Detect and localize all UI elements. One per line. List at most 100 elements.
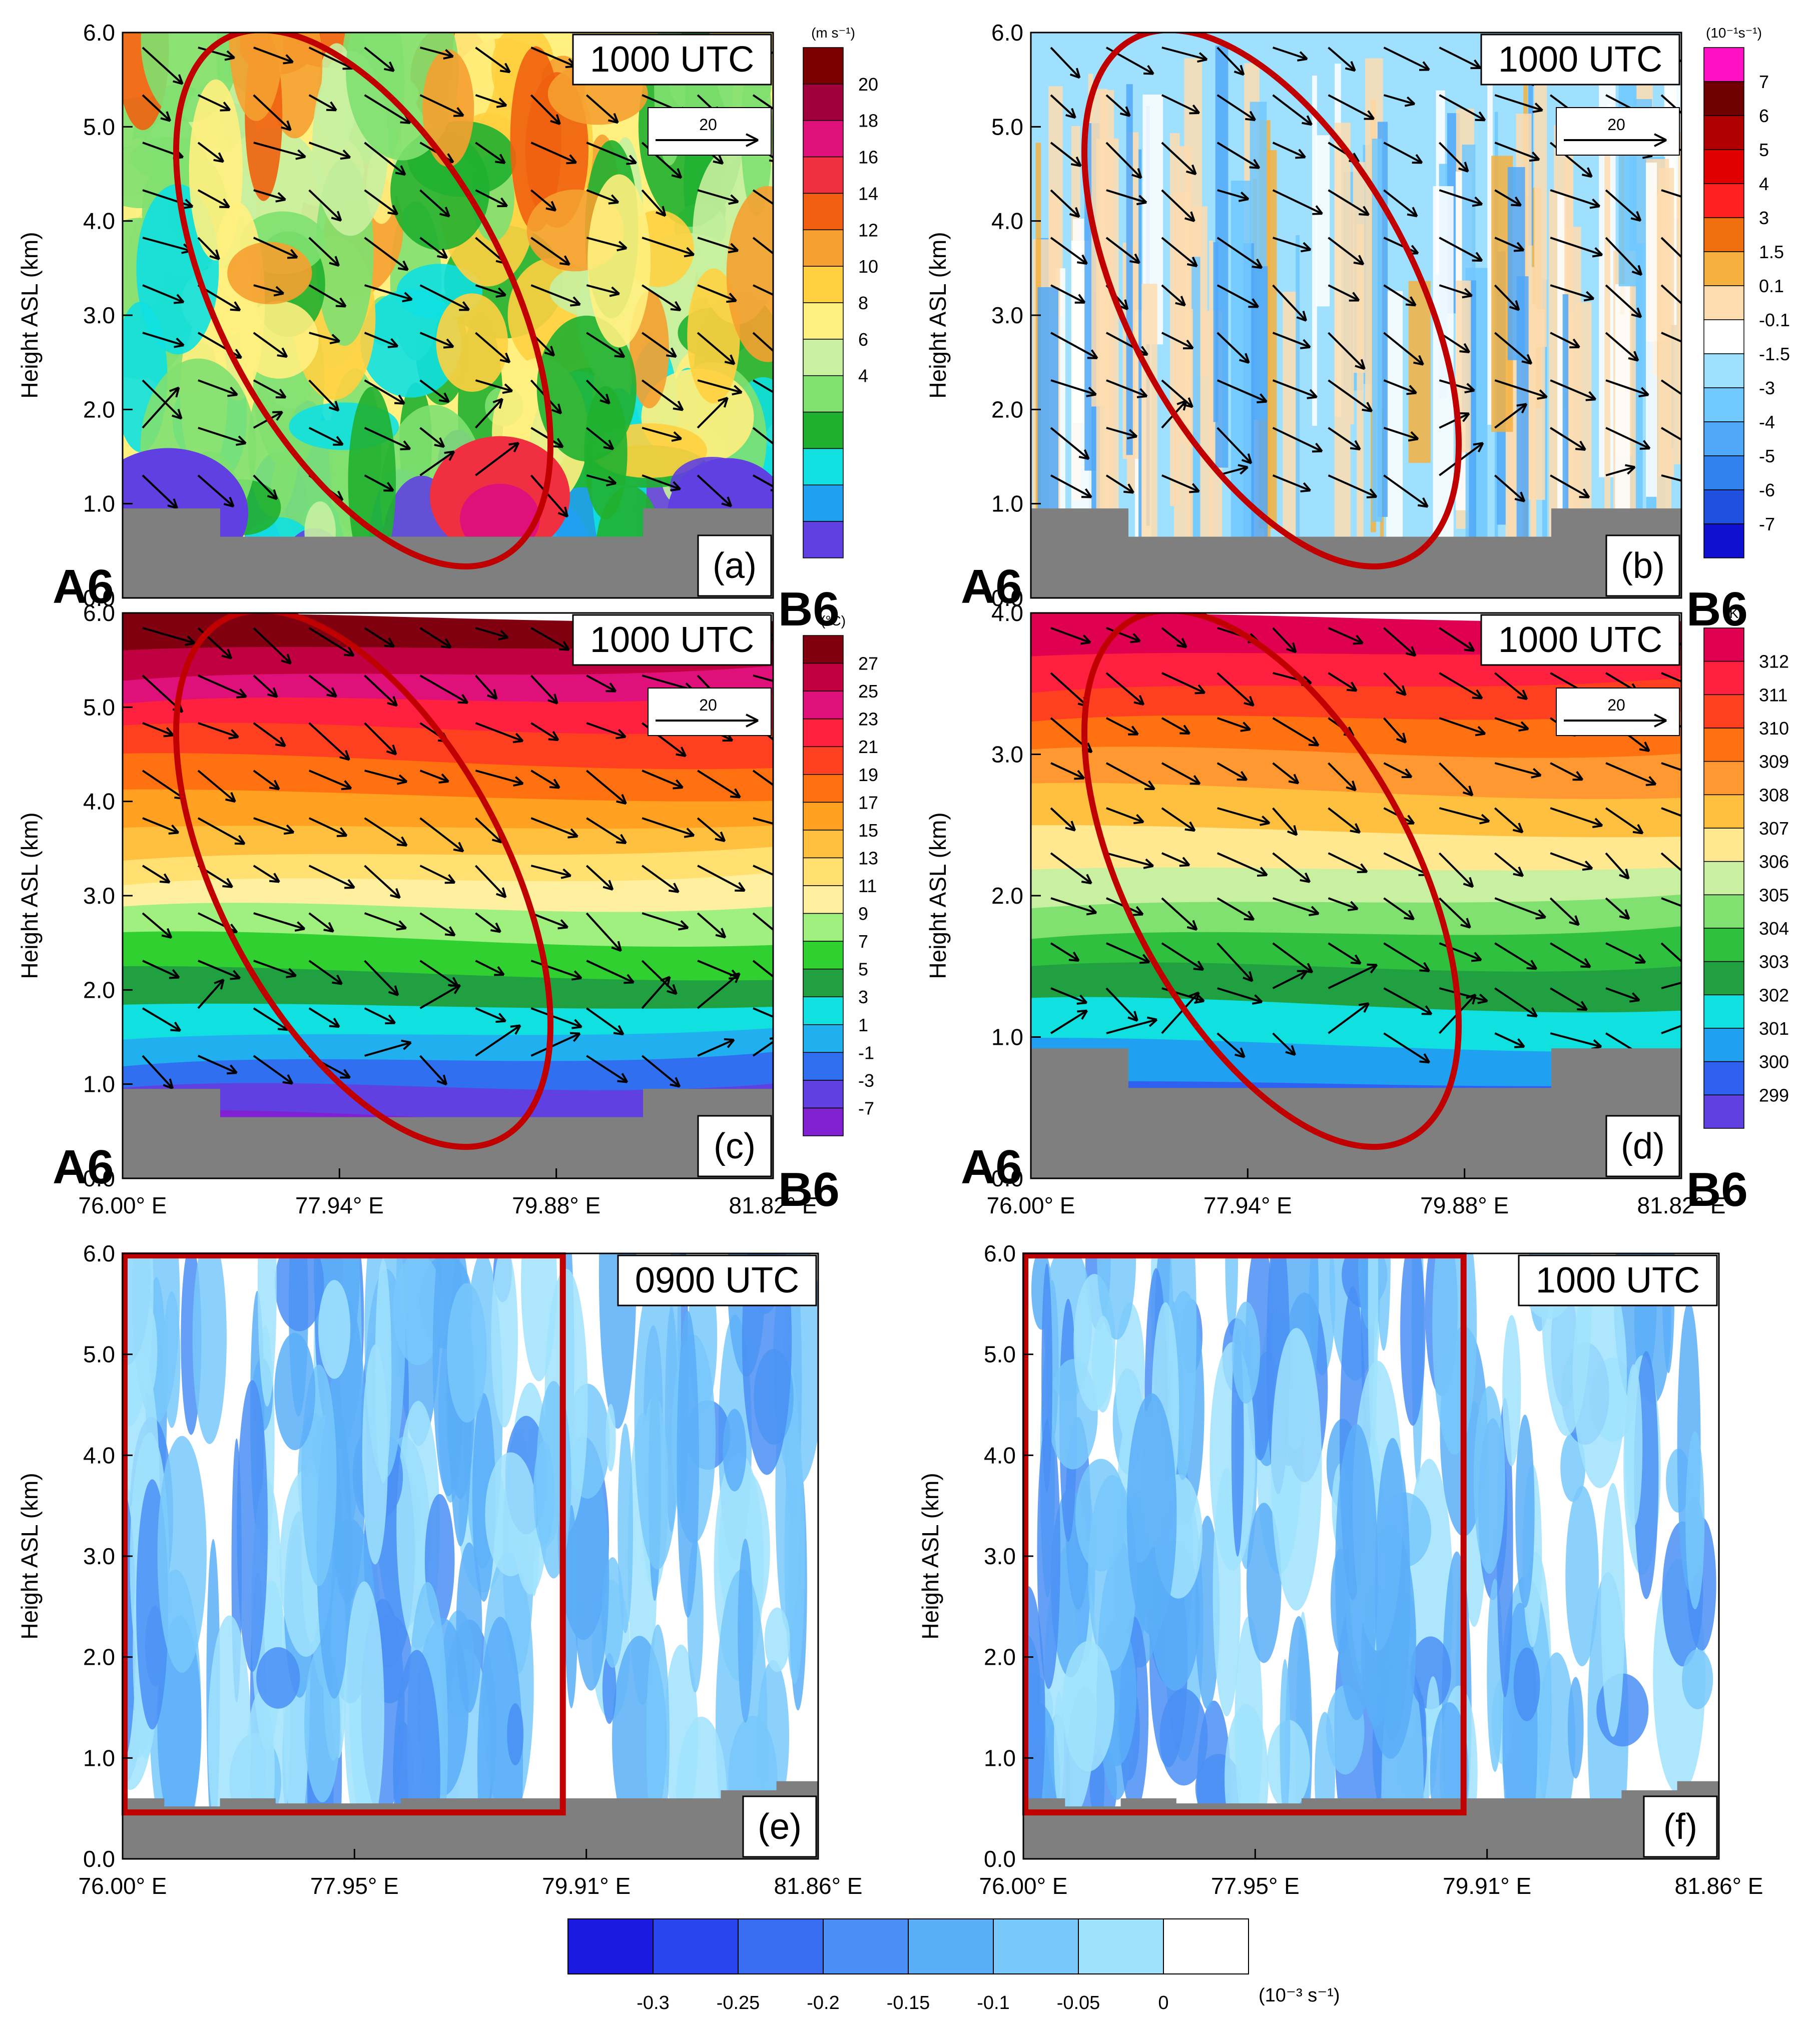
colorbar-swatch bbox=[1163, 1918, 1249, 1974]
wind-vector bbox=[1217, 1032, 1246, 1058]
wind-vector bbox=[530, 865, 571, 877]
wind-vector bbox=[1161, 942, 1204, 971]
panel-label: (a) bbox=[713, 546, 757, 586]
wind-vector bbox=[174, 337, 185, 348]
wind-vector bbox=[475, 142, 506, 164]
wind-vector bbox=[475, 379, 513, 392]
wind-vector bbox=[569, 1032, 581, 1042]
colorbar-label: -4 bbox=[1759, 412, 1775, 432]
field-band bbox=[1549, 191, 1556, 598]
wind-vector bbox=[419, 960, 459, 987]
wind-vector bbox=[585, 865, 614, 891]
field-band bbox=[1368, 1253, 1378, 1451]
wind-vector bbox=[475, 94, 507, 107]
wind-vector bbox=[419, 379, 450, 403]
wind-vector bbox=[1605, 332, 1639, 362]
colorbar-label: 4 bbox=[858, 366, 868, 386]
wind-vector bbox=[1661, 332, 1681, 343]
wind-vector bbox=[294, 921, 306, 932]
wind-vector bbox=[559, 255, 570, 266]
wind-vector bbox=[586, 722, 626, 738]
wind-vector bbox=[608, 113, 619, 124]
wind-vector bbox=[1161, 189, 1195, 222]
wind-vector bbox=[387, 696, 398, 707]
wind-vector bbox=[586, 474, 617, 484]
field-band bbox=[1560, 1432, 1586, 1502]
wind-vector bbox=[1439, 284, 1473, 297]
x-tick-label: 77.94° E bbox=[1203, 1192, 1292, 1218]
wind-vector bbox=[197, 770, 236, 803]
wind-vector bbox=[277, 347, 288, 358]
wind-vector bbox=[752, 189, 773, 205]
wind-vector bbox=[567, 828, 578, 839]
wind-vector bbox=[1383, 987, 1432, 1015]
wind-vector bbox=[1328, 964, 1378, 989]
wind-vector bbox=[1660, 427, 1681, 441]
colorbar-swatch bbox=[1703, 387, 1744, 422]
colorbar-label: 305 bbox=[1759, 885, 1789, 905]
y-tick-label: 3.0 bbox=[991, 302, 1023, 328]
wind-vector bbox=[169, 969, 180, 979]
wind-vector bbox=[1050, 94, 1076, 119]
wind-vector bbox=[779, 744, 789, 753]
wind-vector bbox=[364, 189, 398, 215]
wind-vector bbox=[336, 827, 348, 837]
wind-vector bbox=[557, 506, 569, 518]
wind-vector bbox=[642, 379, 684, 411]
colorbar-label: 308 bbox=[1759, 785, 1789, 805]
wind-vector bbox=[227, 1064, 238, 1075]
wind-vector bbox=[1143, 858, 1154, 869]
field-band bbox=[1569, 313, 1574, 598]
wind-vector bbox=[281, 120, 292, 132]
wind-vector bbox=[419, 912, 456, 937]
wind-vector bbox=[1494, 403, 1527, 429]
wind-vector bbox=[487, 689, 498, 700]
wind-vector bbox=[608, 194, 620, 205]
wind-vector bbox=[697, 770, 741, 799]
colorbar-label: 306 bbox=[1759, 852, 1789, 872]
wind-vector bbox=[475, 912, 501, 933]
wind-vector bbox=[1328, 189, 1370, 216]
terrain bbox=[1031, 508, 1681, 598]
colorbar-label: 13 bbox=[858, 848, 878, 868]
wind-vector bbox=[419, 332, 454, 348]
colorbar-swatch bbox=[1703, 523, 1744, 558]
panel-label-box bbox=[697, 534, 772, 597]
wind-vector bbox=[364, 474, 394, 492]
wind-vector bbox=[1050, 284, 1085, 304]
wind-vector bbox=[642, 284, 681, 311]
wind-vector bbox=[197, 474, 235, 507]
panel-e: 6.0 5.0 4.0 3.0 2.0 1.0 0.0 Height ASL (km) 76.0… bbox=[17, 1240, 862, 1899]
wind-vector bbox=[364, 142, 406, 176]
wind-vector bbox=[1050, 762, 1085, 780]
x-tick-label: 76.00° E bbox=[979, 1873, 1068, 1899]
wind-vector bbox=[1413, 355, 1424, 366]
wind-vector bbox=[1235, 1047, 1246, 1058]
wind-vector bbox=[493, 966, 505, 976]
wind-vector bbox=[1550, 762, 1583, 781]
wind-vector bbox=[1581, 167, 1593, 178]
colorbar-label: 312 bbox=[1759, 651, 1789, 672]
wind-vector bbox=[1050, 942, 1079, 962]
wind-vector bbox=[1383, 47, 1430, 71]
wind-vector bbox=[724, 354, 736, 365]
wind-vector bbox=[530, 912, 568, 929]
wind-vector bbox=[697, 972, 741, 1009]
colorbar-swatch bbox=[1703, 421, 1744, 456]
wind-vector bbox=[1146, 1016, 1158, 1027]
wind-vector bbox=[1494, 237, 1524, 252]
field-band bbox=[1092, 1315, 1114, 1413]
field-band bbox=[1190, 257, 1200, 548]
wind-vector bbox=[364, 912, 407, 930]
colorbar-swatch bbox=[803, 718, 844, 747]
wind-vector bbox=[142, 474, 178, 509]
wind-vector bbox=[673, 779, 684, 790]
wind-vector bbox=[173, 294, 185, 304]
wind-vector bbox=[494, 154, 506, 164]
wind-vector bbox=[1272, 942, 1313, 973]
wind-vector bbox=[1681, 257, 1691, 266]
colorbar-label: -3 bbox=[1759, 378, 1775, 398]
wind-vector bbox=[1328, 762, 1357, 791]
wind-vector bbox=[1348, 901, 1359, 911]
